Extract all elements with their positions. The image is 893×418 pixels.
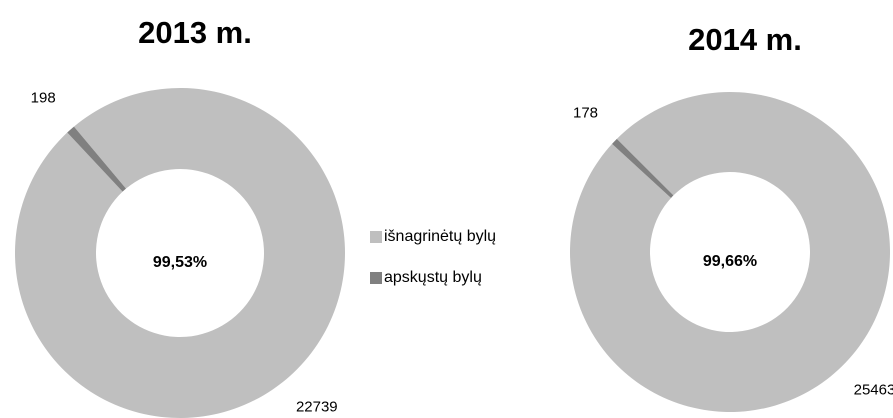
legend-swatch <box>370 272 382 284</box>
donut-slice <box>15 88 345 418</box>
data-label: 198 <box>31 90 56 107</box>
data-label: 22739 <box>296 398 338 415</box>
center-label: 99,66% <box>703 253 757 270</box>
chart-title: 2013 m. <box>138 15 252 50</box>
data-label: 25463 <box>854 381 893 398</box>
donut-slice <box>612 138 674 198</box>
donut-slice <box>67 126 127 192</box>
center-label: 99,53% <box>153 254 207 271</box>
legend-label: apskųstų bylų <box>384 269 482 286</box>
data-label: 178 <box>573 105 598 122</box>
donut-slice <box>570 91 891 412</box>
legend-swatch <box>370 231 382 243</box>
legend-label: išnagrinėtų bylų <box>384 228 496 245</box>
chart-title: 2014 m. <box>688 22 802 57</box>
